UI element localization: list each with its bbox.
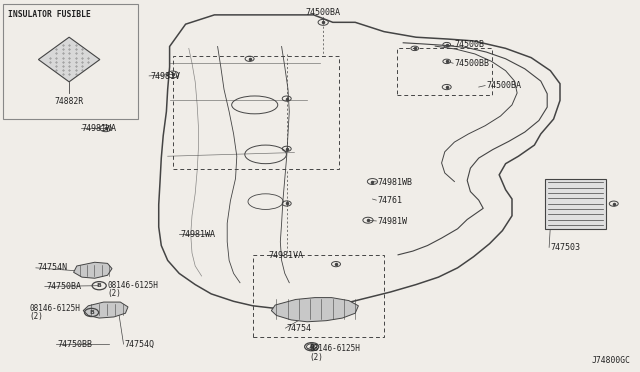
Text: (2): (2) (108, 289, 122, 298)
Text: 74761: 74761 (378, 196, 403, 205)
FancyBboxPatch shape (545, 179, 606, 229)
Text: J74800GC: J74800GC (591, 356, 630, 365)
Text: B: B (97, 283, 102, 288)
Polygon shape (38, 37, 100, 82)
Text: 74754N: 74754N (37, 263, 67, 272)
Text: 747503: 747503 (550, 243, 580, 252)
Text: 74754: 74754 (287, 324, 312, 333)
Text: (2): (2) (29, 312, 44, 321)
Text: 74500BA: 74500BA (486, 81, 522, 90)
Text: 74500BA: 74500BA (306, 8, 340, 17)
Text: 74981WA: 74981WA (82, 124, 117, 133)
Text: 74981V: 74981V (150, 72, 180, 81)
FancyBboxPatch shape (3, 4, 138, 119)
Text: 74500BB: 74500BB (454, 59, 490, 68)
Text: 74981W: 74981W (378, 217, 408, 226)
Text: 08146-6125H: 08146-6125H (108, 281, 158, 290)
Polygon shape (74, 262, 112, 278)
Text: INSULATOR FUSIBLE: INSULATOR FUSIBLE (8, 10, 91, 19)
Text: 74981WB: 74981WB (378, 178, 413, 187)
Text: 74981WA: 74981WA (180, 230, 216, 239)
Text: 74754Q: 74754Q (125, 340, 155, 349)
Text: 74750BB: 74750BB (58, 340, 93, 349)
Text: (2): (2) (309, 353, 323, 362)
Text: 08146-6125H: 08146-6125H (309, 344, 360, 353)
Polygon shape (83, 302, 128, 318)
Text: 74981VA: 74981VA (269, 251, 304, 260)
Text: 74882R: 74882R (54, 97, 84, 106)
Text: B: B (89, 310, 94, 315)
Polygon shape (271, 298, 358, 322)
Text: 74500B: 74500B (454, 40, 484, 49)
Text: B: B (309, 344, 314, 349)
Text: 74750BA: 74750BA (46, 282, 81, 291)
Text: 08146-6125H: 08146-6125H (29, 304, 80, 313)
